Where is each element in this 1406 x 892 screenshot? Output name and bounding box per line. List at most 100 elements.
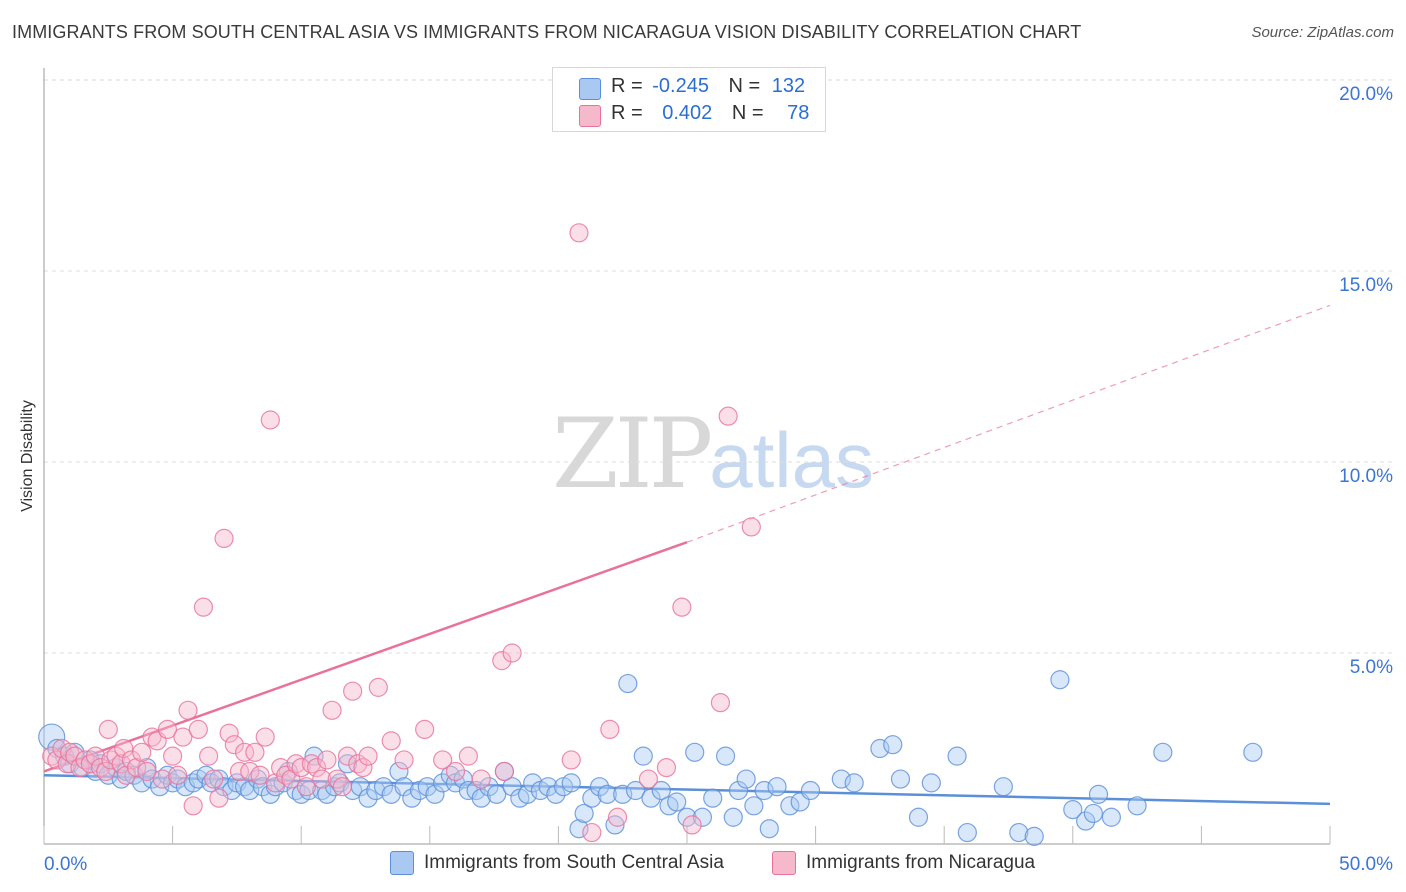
point-nicaragua	[199, 746, 219, 766]
point-south-central-asia	[736, 769, 756, 789]
legend-r-label: R =	[611, 102, 643, 124]
point-nicaragua	[741, 517, 761, 537]
chart-title: IMMIGRANTS FROM SOUTH CENTRAL ASIA VS IM…	[12, 22, 1082, 42]
point-south-central-asia	[692, 807, 713, 827]
point-south-central-asia	[389, 761, 409, 782]
point-nicaragua	[188, 719, 208, 740]
point-nicaragua	[96, 761, 116, 782]
point-nicaragua	[250, 765, 270, 785]
bottom-legend-nicaragua: Immigrants from Nicaragua	[772, 851, 1035, 875]
point-nicaragua	[65, 746, 85, 766]
point-nicaragua	[433, 750, 453, 770]
point-nicaragua	[90, 757, 111, 778]
point-nicaragua	[126, 757, 147, 778]
point-south-central-asia	[613, 784, 633, 804]
point-south-central-asia	[546, 784, 566, 804]
point-south-central-asia	[589, 777, 610, 797]
trend-lines	[43, 304, 1331, 806]
point-nicaragua	[60, 742, 80, 762]
point-nicaragua	[42, 746, 62, 766]
point-south-central-asia	[723, 807, 743, 827]
point-nicaragua	[157, 719, 178, 740]
point-south-central-asia	[633, 746, 653, 766]
point-nicaragua	[173, 727, 193, 747]
point-nicaragua	[445, 761, 466, 782]
watermark: ZIPatlas	[552, 398, 874, 510]
point-south-central-asia	[1083, 803, 1103, 824]
point-south-central-asia	[667, 792, 687, 812]
point-nicaragua	[214, 528, 234, 549]
data-points	[38, 223, 1263, 846]
point-south-central-asia	[1127, 796, 1147, 816]
point-nicaragua	[607, 807, 628, 827]
point-south-central-asia	[908, 807, 929, 827]
point-south-central-asia	[921, 773, 941, 793]
point-south-central-asia	[993, 777, 1013, 797]
point-nicaragua	[98, 719, 118, 740]
point-nicaragua	[168, 765, 188, 785]
point-nicaragua	[332, 777, 352, 797]
legend-n-label: N =	[731, 102, 764, 124]
point-south-central-asia	[1009, 822, 1029, 843]
point-nicaragua	[152, 769, 172, 789]
point-nicaragua	[381, 731, 401, 751]
point-south-central-asia	[312, 780, 332, 801]
y-tick-label: 10.0%	[1339, 466, 1393, 487]
point-south-central-asia	[957, 822, 977, 843]
point-nicaragua	[132, 742, 152, 762]
point-nicaragua	[85, 746, 106, 766]
point-south-central-asia	[373, 777, 394, 797]
trend-line-south-central-asia	[43, 773, 1331, 806]
point-nicaragua	[224, 735, 244, 755]
point-nicaragua	[163, 746, 183, 766]
point-nicaragua	[265, 773, 286, 793]
point-south-central-asia	[569, 819, 589, 839]
point-nicaragua	[75, 750, 95, 770]
tick-labels: 5.0% 10.0% 15.0% 20.0% 0.0% 50.0%	[44, 84, 1393, 875]
point-nicaragua	[358, 746, 378, 766]
point-nicaragua	[494, 761, 514, 782]
source-credit: Source: ZipAtlas.com	[1251, 24, 1394, 41]
y-tick-label: 5.0%	[1350, 657, 1393, 678]
point-south-central-asia	[337, 754, 358, 774]
point-nicaragua	[301, 754, 322, 774]
grid-lines	[44, 79, 1392, 654]
point-nicaragua	[219, 723, 239, 743]
watermark-atlas: atlas	[709, 416, 874, 504]
point-south-central-asia	[618, 673, 638, 694]
bottom-legend-swatch-blue	[390, 851, 414, 875]
point-south-central-asia	[1088, 784, 1109, 804]
point-nicaragua	[312, 769, 332, 789]
point-south-central-asia	[759, 819, 779, 839]
bottom-legend-swatch-pink	[772, 851, 796, 875]
point-south-central-asia	[487, 784, 507, 804]
point-nicaragua	[394, 750, 414, 770]
legend-swatch-blue	[579, 78, 601, 100]
point-south-central-asia	[703, 788, 723, 808]
point-nicaragua	[492, 651, 512, 671]
point-south-central-asia	[1243, 742, 1263, 762]
point-nicaragua	[235, 742, 255, 762]
point-nicaragua	[111, 754, 131, 774]
point-nicaragua	[229, 761, 250, 782]
legend-r-label: R =	[611, 75, 643, 97]
point-south-central-asia	[523, 773, 543, 793]
point-south-central-asia	[1101, 807, 1121, 827]
point-south-central-asia	[685, 742, 705, 762]
point-nicaragua	[245, 742, 265, 762]
point-nicaragua	[183, 796, 203, 816]
point-south-central-asia	[605, 815, 625, 835]
point-south-central-asia	[1063, 800, 1083, 820]
point-south-central-asia	[800, 780, 821, 801]
point-south-central-asia	[754, 780, 774, 801]
point-nicaragua	[353, 757, 373, 778]
point-south-central-asia	[358, 788, 378, 808]
point-south-central-asia	[317, 784, 337, 804]
bottom-legend-label: Immigrants from South Central Asia	[424, 852, 724, 874]
point-south-central-asia	[425, 784, 445, 804]
legend-n-value: 132	[771, 75, 806, 97]
point-south-central-asia	[831, 769, 851, 789]
point-nicaragua	[348, 754, 368, 774]
watermark-zip: ZIP	[552, 398, 713, 510]
point-south-central-asia	[561, 773, 581, 793]
